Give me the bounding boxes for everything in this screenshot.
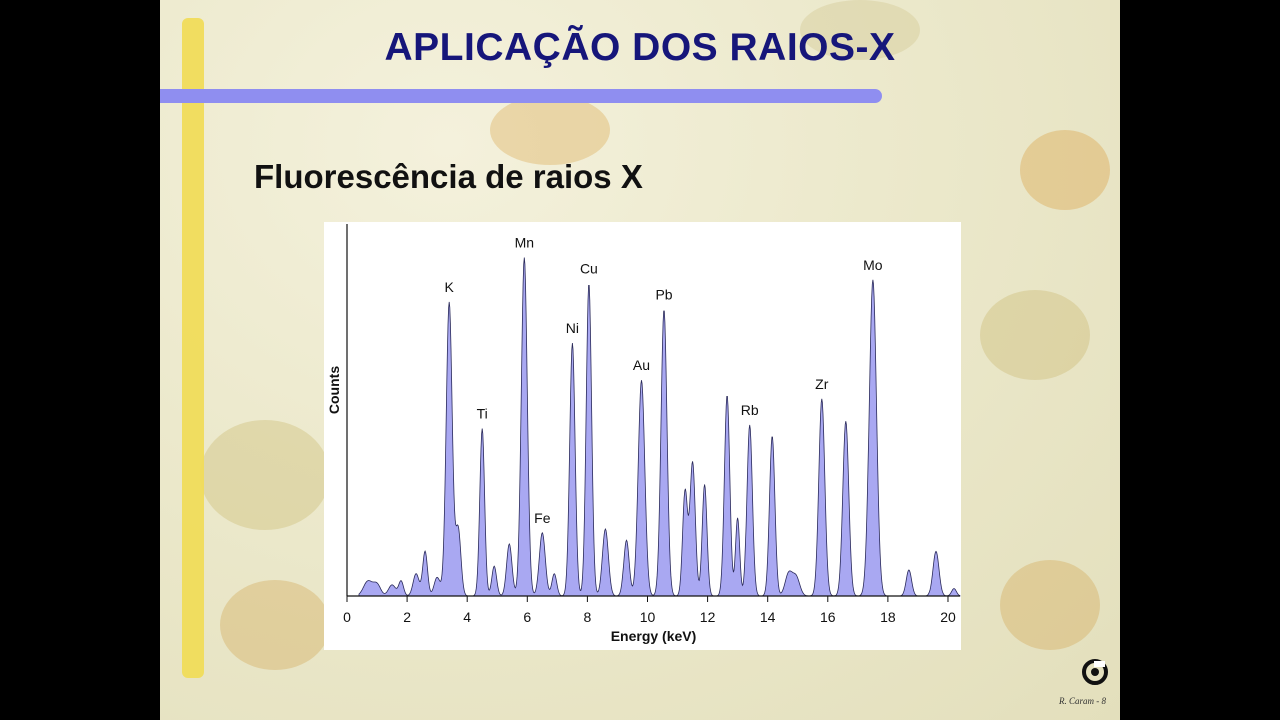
background-flower: [800, 0, 920, 60]
peak-label-mo: Mo: [863, 257, 883, 273]
x-tick-label: 16: [820, 609, 836, 625]
x-tick-label: 4: [463, 609, 471, 625]
background-flower: [200, 420, 330, 530]
background-flower: [490, 95, 610, 165]
x-ticks-group: 0 2 4 6 8 10 12 14 16 18 20: [343, 596, 956, 625]
x-axis-label: Energy (keV): [611, 628, 697, 644]
x-tick-label: 0: [343, 609, 351, 625]
x-tick-label: 18: [880, 609, 896, 625]
side-accent-bar: [182, 18, 204, 678]
slide-subtitle: Fluorescência de raios X: [254, 158, 643, 195]
background-flower: [220, 580, 330, 670]
background-flower: [1000, 560, 1100, 650]
peak-label-zr: Zr: [815, 376, 829, 392]
title-underline-bar: [160, 89, 882, 103]
slide-title: APLICAÇÃO DOS RAIOS-X: [384, 26, 896, 69]
peak-label-k: K: [444, 279, 454, 295]
background-flower: [1020, 130, 1110, 210]
slide: APLICAÇÃO DOS RAIOS-X Fluorescência de r…: [160, 0, 1120, 720]
x-tick-label: 6: [523, 609, 531, 625]
peak-label-rb: Rb: [741, 402, 759, 418]
y-axis-label: Counts: [326, 366, 342, 414]
peak-label-au: Au: [633, 357, 650, 373]
x-tick-label: 12: [700, 609, 716, 625]
peak-label-fe: Fe: [534, 510, 551, 526]
footer-credit: R. Caram - 8: [1059, 696, 1106, 706]
spectrum-area: [358, 257, 961, 597]
x-tick-label: 2: [403, 609, 411, 625]
peak-label-cu: Cu: [580, 261, 598, 277]
x-tick-label: 14: [760, 609, 776, 625]
background-flower: [980, 290, 1090, 380]
annotations-group: K Ti Mn Fe Ni Cu Au Pb Rb Zr Mo: [444, 234, 882, 525]
x-tick-label: 8: [583, 609, 591, 625]
unicamp-logo: [1082, 659, 1108, 685]
peak-label-pb: Pb: [655, 287, 672, 303]
xrf-spectrum-chart: 0 2 4 6 8 10 12 14 16 18 20 K Ti Mn Fe Ni Cu Au Pb Rb Zr Mo …: [324, 222, 961, 650]
x-tick-label: 20: [940, 609, 956, 625]
peak-label-ti: Ti: [477, 406, 488, 422]
spectrum-area-group: [358, 257, 961, 597]
spectrum-svg: 0 2 4 6 8 10 12 14 16 18 20 KTiMnFeNiCuAuPbRbZrMo …: [326, 224, 961, 644]
axes-group: [346, 224, 960, 597]
peak-label-mn: Mn: [515, 234, 534, 250]
x-tick-label: 10: [640, 609, 656, 625]
peak-label-ni: Ni: [566, 320, 579, 336]
